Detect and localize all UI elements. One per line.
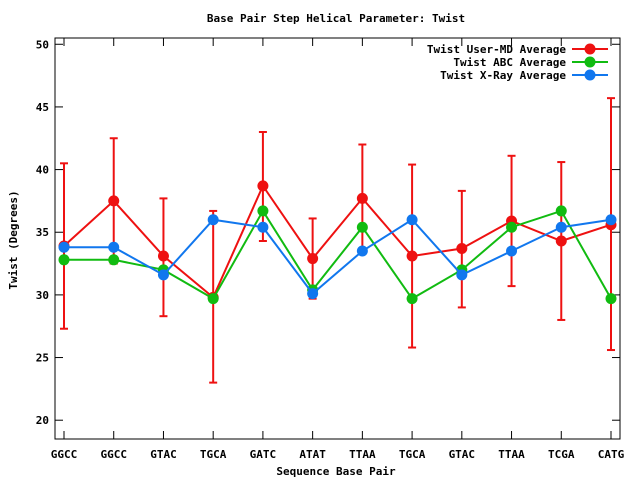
x-tick-label: TTAA [349,448,376,461]
legend-label: Twist X-Ray Average [440,69,566,82]
data-point [257,221,269,233]
legend-marker [584,43,596,55]
data-point [456,269,468,281]
data-point [257,180,269,192]
legend-marker [584,69,596,81]
y-tick-label: 25 [36,352,49,365]
x-tick-label: GTAC [150,448,177,461]
data-point [207,214,219,226]
data-point [108,254,120,266]
data-point [555,205,567,217]
data-point [108,241,120,253]
legend-label: Twist ABC Average [453,56,566,69]
data-point [58,254,70,266]
plot-frame [54,37,621,440]
y-tick-label: 50 [36,38,49,51]
series-1 [58,97,617,384]
data-point [58,241,70,253]
y-axis: 20 25 30 35 40 45 50 [36,38,620,427]
series-line [64,208,612,301]
data-point [157,269,169,281]
x-tick-label: GATC [250,448,277,461]
legend-marker [584,56,596,68]
y-axis-label: Twist (Degrees) [7,190,20,289]
series-layer [58,97,617,384]
data-point [307,253,319,265]
plot-area [54,37,621,440]
series-2 [58,205,617,305]
x-tick-label: ATAT [299,448,326,461]
x-tick-label: GGCC [100,448,127,461]
x-tick-label: TGCA [399,448,426,461]
data-point [157,250,169,262]
y-tick-label: 35 [36,226,49,239]
series-3 [58,214,617,300]
y-tick-label: 30 [36,289,49,302]
data-point [406,214,418,226]
y-tick-label: 45 [36,101,49,114]
data-point [307,288,319,300]
y-tick-label: 40 [36,164,49,177]
data-point [356,245,368,257]
data-point [406,293,418,305]
data-point [406,250,418,262]
x-tick-label: GGCC [51,448,78,461]
data-point [555,235,567,247]
data-point [108,195,120,207]
y-tick-label: 20 [36,414,49,427]
data-point [605,293,617,305]
data-point [605,214,617,226]
x-tick-label: TCGA [548,448,575,461]
x-axis: GGCC GGCC GTAC TGCA GATC ATAT TTAA TGCA GTAC TTAA… [51,38,625,461]
chart-title: Base Pair Step Helical Parameter: Twist [207,12,465,25]
x-axis-label: Sequence Base Pair [276,465,396,478]
x-tick-label: TGCA [200,448,227,461]
legend-label: Twist User-MD Average [427,43,566,56]
x-tick-label: TTAA [498,448,525,461]
data-point [356,192,368,204]
x-tick-label: CATG [598,448,625,461]
data-point [356,221,368,233]
data-point [506,245,518,257]
data-point [506,221,518,233]
data-point [456,243,468,255]
x-tick-label: GTAC [449,448,476,461]
data-point [257,205,269,217]
series-line [64,218,612,296]
data-point [207,293,219,305]
data-point [555,221,567,233]
